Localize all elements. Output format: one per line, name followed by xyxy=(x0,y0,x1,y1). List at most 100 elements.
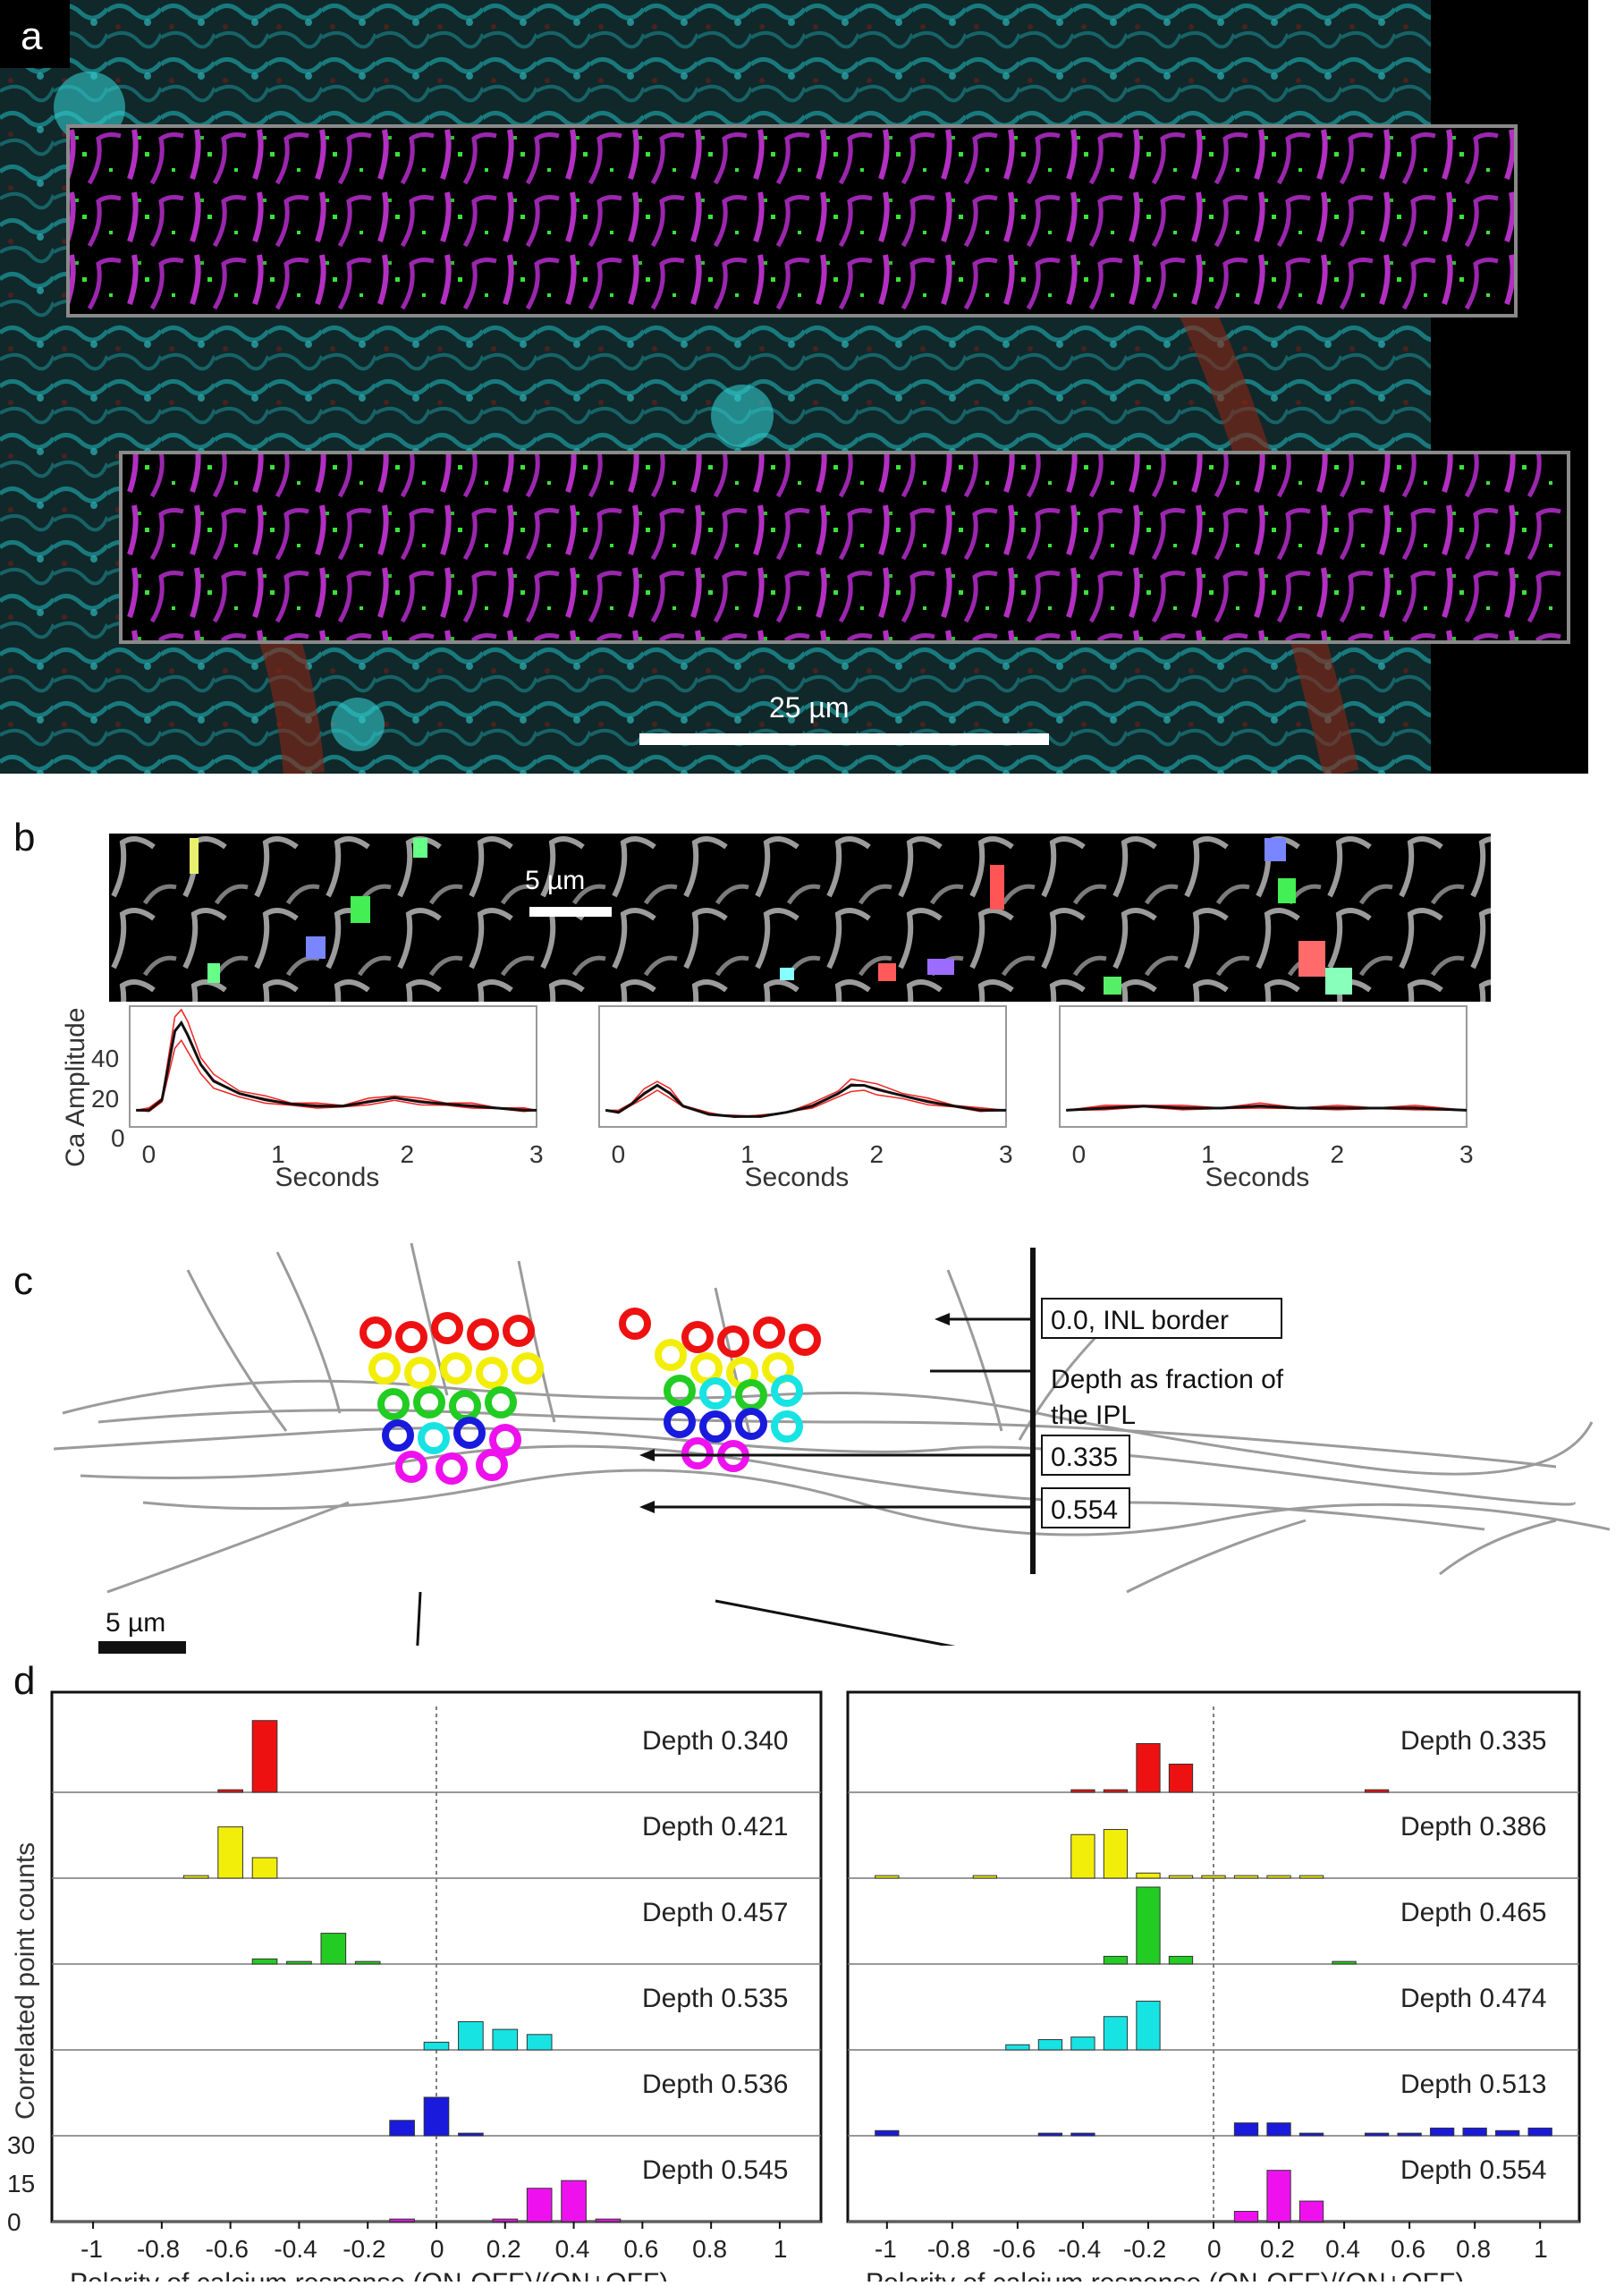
row-label-1-6: Depth 0.545 xyxy=(642,2155,788,2185)
b-xtick-1-0: 0 xyxy=(142,1140,156,1168)
panel-b-charts: Ca Amplitude 40 20 0 0 1 2 3 Seconds 0 1 2 3 Seco… xyxy=(45,997,1565,1239)
panel-b-image: 5 µm xyxy=(109,834,1491,1002)
ca-mean-line-1 xyxy=(136,1020,537,1112)
bar-1-5-1 xyxy=(389,2120,415,2137)
d-xtick-1-0.8: 0.8 xyxy=(692,2235,727,2263)
d-xtick-1--0.4: -0.4 xyxy=(274,2235,317,2263)
d-xlabel-2: Polarity of calcium response (ON-OFF)/(O… xyxy=(866,2268,1464,2282)
bar-2-2-1 xyxy=(875,1875,900,1879)
bar-2-2-3 xyxy=(1070,1833,1095,1879)
row-label-2-3: Depth 0.465 xyxy=(1400,1898,1546,1927)
bar-2-4-4 xyxy=(1103,2016,1129,2051)
bar-1-3-2 xyxy=(286,1960,312,1965)
bar-2-5-2 xyxy=(1037,2132,1063,2137)
d-xtick-2-0.2: 0.2 xyxy=(1260,2235,1295,2263)
d-xtick-1--0.2: -0.2 xyxy=(343,2235,385,2263)
d-xtick-2--0.4: -0.4 xyxy=(1058,2235,1101,2263)
depth-title-line1: Depth as fraction of xyxy=(1051,1365,1284,1394)
d-xtick-2--0.2: -0.2 xyxy=(1123,2235,1166,2263)
panel-b-scalebar xyxy=(529,907,612,917)
d-xtick-2--0.8: -0.8 xyxy=(927,2235,970,2263)
panel-b-ylabel: Ca Amplitude xyxy=(61,1008,90,1167)
row-label-2-4: Depth 0.474 xyxy=(1400,1984,1546,2013)
d-xtick-1-0.4: 0.4 xyxy=(555,2235,590,2263)
d-xlabel-1: Polarity of calcium response (ON-OFF)/(O… xyxy=(70,2268,668,2282)
bar-1-6-4 xyxy=(561,2180,587,2222)
bar-2-5-12 xyxy=(1527,2127,1552,2137)
bar-2-3-2 xyxy=(1136,1886,1161,1965)
b-xtick-2-1: 1 xyxy=(740,1140,755,1168)
d-xtick-2-1: 1 xyxy=(1534,2235,1548,2263)
bar-2-2-8 xyxy=(1233,1875,1259,1879)
panel-b-scalebar-label: 5 µm xyxy=(525,866,585,895)
d-xtick-1--1: -1 xyxy=(80,2235,103,2263)
bar-2-6-2 xyxy=(1266,2170,1291,2222)
row-label-1-5: Depth 0.536 xyxy=(642,2070,788,2099)
depth-title-line2: the IPL xyxy=(1051,1401,1136,1430)
bar-2-5-9 xyxy=(1429,2127,1455,2137)
panel-d-histograms: Correlated point counts Depth 0.340 Depth… xyxy=(0,1681,1624,2286)
bar-1-5-3 xyxy=(458,2132,484,2137)
panel-a-micrograph: a 25 µm xyxy=(0,0,1588,778)
bar-1-1-2 xyxy=(251,1720,278,1793)
bar-2-1-3 xyxy=(1136,1743,1161,1793)
bar-2-5-11 xyxy=(1495,2129,1520,2137)
bar-2-2-9 xyxy=(1266,1875,1291,1879)
panel-c-label: c xyxy=(13,1259,33,1303)
bar-1-2-3 xyxy=(251,1857,278,1879)
b-xtick-1-3: 3 xyxy=(529,1140,544,1168)
b-xtick-2-2: 2 xyxy=(870,1140,884,1168)
b-xtick-1-2: 2 xyxy=(401,1140,415,1168)
bar-1-6-1 xyxy=(389,2218,415,2222)
bar-1-4-4 xyxy=(526,2034,553,2051)
bar-2-6-3 xyxy=(1298,2200,1324,2222)
bar-2-2-10 xyxy=(1298,1875,1324,1879)
b-xtick-2-0: 0 xyxy=(612,1140,626,1168)
bar-2-5-5 xyxy=(1266,2122,1291,2137)
bar-2-5-7 xyxy=(1364,2132,1390,2137)
depth-mark-inl: 0.0, INL border xyxy=(1051,1306,1229,1335)
bar-2-4-1 xyxy=(1005,2044,1030,2051)
ytick-40: 40 xyxy=(91,1045,119,1072)
ca-mean-line-2 xyxy=(605,1083,1006,1118)
bar-2-4-3 xyxy=(1070,2036,1095,2051)
bar-2-5-3 xyxy=(1070,2132,1095,2137)
depth-mark-0554: 0.554 xyxy=(1051,1495,1118,1525)
panel-c-reconstruction: 0.0, INL border Depth as fraction of the… xyxy=(53,1234,1611,1688)
bar-1-6-2 xyxy=(492,2218,519,2222)
bar-2-2-6 xyxy=(1168,1875,1194,1879)
bar-2-1-2 xyxy=(1103,1789,1129,1793)
row-label-2-5: Depth 0.513 xyxy=(1400,2070,1546,2099)
d-xtick-2--0.6: -0.6 xyxy=(993,2235,1036,2263)
synapse-cluster-right xyxy=(619,1308,821,1472)
bar-2-5-1 xyxy=(875,2129,900,2137)
dendrite-arbor xyxy=(53,1242,1611,1594)
d-xtick-1-0.2: 0.2 xyxy=(486,2235,521,2263)
row-label-1-3: Depth 0.457 xyxy=(642,1898,788,1927)
b-xtick-2-3: 3 xyxy=(999,1140,1013,1168)
bar-1-4-2 xyxy=(458,2020,484,2051)
b-xtick-3-2: 2 xyxy=(1331,1140,1345,1168)
row-label-1-2: Depth 0.421 xyxy=(642,1812,788,1842)
row-label-1-4: Depth 0.535 xyxy=(642,1984,788,2013)
bar-1-6-3 xyxy=(526,2188,553,2222)
ytick-0: 0 xyxy=(111,1124,125,1152)
b-xtick-3-3: 3 xyxy=(1459,1140,1474,1168)
panel-a-label: a xyxy=(21,14,43,58)
ca-mean-line-3 xyxy=(1066,1105,1468,1112)
d-xtick-1-0: 0 xyxy=(430,2235,444,2263)
panel-d-label: d xyxy=(13,1659,36,1703)
d-xtick-2-0.8: 0.8 xyxy=(1456,2235,1491,2263)
bar-2-6-1 xyxy=(1233,2211,1259,2222)
bar-2-1-1 xyxy=(1070,1789,1095,1793)
bar-2-4-5 xyxy=(1136,2001,1161,2051)
d-xtick-1--0.8: -0.8 xyxy=(137,2235,180,2263)
bar-2-3-3 xyxy=(1168,1955,1194,1965)
bar-1-3-3 xyxy=(320,1933,347,1965)
panel-b-label: b xyxy=(13,816,36,859)
row-label-2-1: Depth 0.335 xyxy=(1400,1726,1546,1756)
panel-a-scalebar-label: 25 µm xyxy=(769,691,850,724)
bar-1-3-4 xyxy=(354,1960,381,1965)
bar-1-4-3 xyxy=(492,2028,519,2051)
d-xtick-1-0.6: 0.6 xyxy=(623,2235,658,2263)
